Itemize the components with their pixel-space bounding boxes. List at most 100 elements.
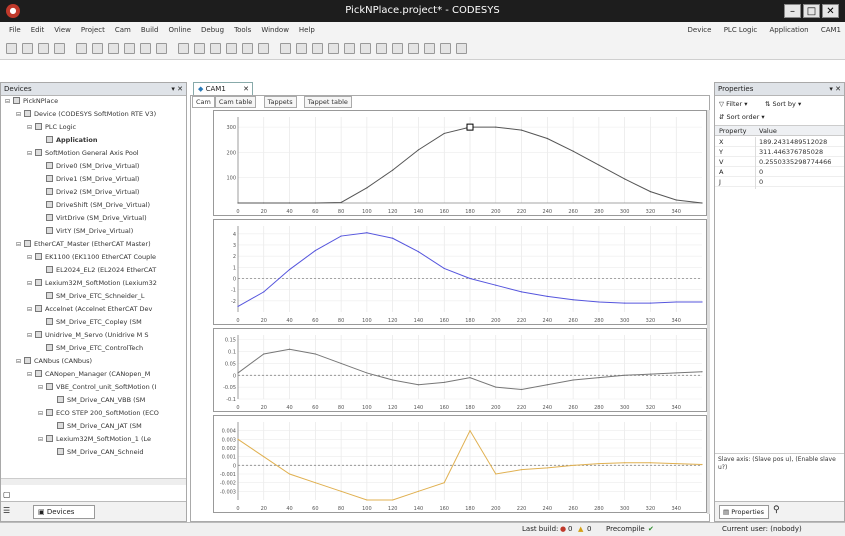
property-value[interactable]: 0	[759, 168, 764, 176]
delete-icon[interactable]	[156, 43, 167, 54]
step-over-icon[interactable]	[344, 43, 355, 54]
reset-icon[interactable]	[312, 43, 323, 54]
print-icon[interactable]	[54, 43, 65, 54]
tree-item[interactable]: VirtY (SM_Drive_Virtual)	[38, 227, 133, 236]
property-value[interactable]: 189.2431489512028	[759, 138, 828, 146]
tree-item[interactable]: ⊟ Lexium32M_SoftMotion (Lexium32	[27, 279, 157, 288]
acceleration-chart[interactable]: 0 20 40 60 80 100 120 140 160 180 200 220 240 260 280 3…	[213, 328, 707, 412]
write-icon[interactable]	[440, 43, 451, 54]
menu-item-project[interactable]: Project	[80, 26, 105, 34]
login-icon[interactable]	[242, 43, 253, 54]
tree-item[interactable]: ⊟ SoftMotion General Axis Pool	[27, 149, 139, 158]
property-row[interactable]: X 189.2431489512028	[715, 137, 844, 147]
expand-icon[interactable]: ⊟	[27, 280, 33, 287]
expand-icon[interactable]: ⊟	[16, 241, 22, 248]
expand-icon[interactable]: ⊟	[27, 306, 33, 313]
save-icon[interactable]	[38, 43, 49, 54]
expand-icon[interactable]: ⊟	[27, 332, 33, 339]
expand-icon[interactable]: ⊟	[38, 436, 44, 443]
tree-item[interactable]: ⊟ CANopen_Manager (CANopen_M	[27, 370, 150, 379]
close-icon[interactable]: ▾ ✕	[829, 85, 841, 93]
tree-item[interactable]: ⊟ CANbus (CANbus)	[16, 357, 92, 366]
open-icon[interactable]	[22, 43, 33, 54]
paste-icon[interactable]	[140, 43, 151, 54]
expand-icon[interactable]: ⊟	[16, 111, 22, 118]
logout-icon[interactable]	[258, 43, 269, 54]
error-count[interactable]: 0	[568, 525, 573, 533]
property-row[interactable]: V 0.2550335298774466	[715, 157, 844, 167]
menu-item-tools[interactable]: Tools	[234, 26, 252, 34]
expand-icon[interactable]: ⊟	[27, 371, 33, 378]
close-button[interactable]: ✕	[822, 4, 839, 18]
menu-item-edit[interactable]: Edit	[30, 26, 45, 34]
pin-icon[interactable]: ⚲	[773, 505, 780, 515]
stop-icon[interactable]	[296, 43, 307, 54]
jerk-chart[interactable]: 0 20 40 60 80 100 120 140 160 180 200 220 240 260 280 3…	[213, 415, 707, 513]
step-out-icon[interactable]	[376, 43, 387, 54]
maximize-button[interactable]: □	[803, 4, 820, 18]
tree-item[interactable]: ⊟ EK1100 (EK1100 EtherCAT Couple	[27, 253, 156, 262]
start-icon[interactable]	[280, 43, 291, 54]
force-icon[interactable]	[424, 43, 435, 54]
property-value[interactable]: 0	[759, 178, 764, 186]
tree-item[interactable]: SM_Drive_CAN_VBB (SM	[49, 396, 145, 405]
tree-item[interactable]: Drive0 (SM_Drive_Virtual)	[38, 162, 139, 171]
property-value[interactable]: 0.2550335298774466	[759, 158, 832, 166]
tree-item[interactable]: ⊟ Accelnet (Accelnet EtherCAT Dev	[27, 305, 152, 314]
undo-icon[interactable]	[76, 43, 87, 54]
vertical-scrollbar[interactable]	[707, 110, 710, 514]
menu-item-file[interactable]: File	[9, 26, 21, 34]
subtab-tappet-table[interactable]: Tappet table	[303, 96, 352, 108]
screen-icon[interactable]	[456, 43, 467, 54]
expand-icon[interactable]: ⊟	[5, 98, 11, 105]
tree-item[interactable]: Application	[38, 136, 97, 145]
position-chart[interactable]: 0 20 40 60 80 100 120 140 160 180 200 220 240 260 280 3…	[213, 110, 707, 216]
devices-tab[interactable]: ▣ Devices	[33, 505, 95, 519]
new-icon[interactable]	[6, 43, 17, 54]
tree-item[interactable]: ⊟ Lexium32M_SoftMotion_1 (Le	[38, 435, 151, 444]
subtab-cam-table[interactable]: Cam table	[214, 96, 257, 108]
expand-icon[interactable]: ⊟	[27, 254, 33, 261]
subtab-tappets[interactable]: Tappets	[263, 96, 297, 108]
cam-selector[interactable]: CAM1	[820, 26, 841, 34]
menu-item-help[interactable]: Help	[298, 26, 315, 34]
list-icon[interactable]: ☰	[3, 506, 11, 515]
doc-tab-cam1[interactable]: ◆ CAM1 ✕	[193, 82, 253, 95]
sort-order-button[interactable]: ⇵ Sort order ▾	[719, 113, 765, 121]
page-icon[interactable]: ▢	[3, 490, 11, 499]
menu-item-online[interactable]: Online	[168, 26, 192, 34]
sort-by-button[interactable]: ⇅ Sort by ▾	[765, 100, 802, 108]
tree-item[interactable]: ⊟ PLC Logic	[27, 123, 76, 132]
expand-icon[interactable]: ⊟	[38, 384, 44, 391]
tree-item[interactable]: SM_Drive_ETC_Schneider_L	[38, 292, 144, 301]
menu-item-debug[interactable]: Debug	[201, 26, 225, 34]
tree-item[interactable]: ⊟ Device (CODESYS SoftMotion RTE V3)	[16, 110, 156, 119]
tree-item[interactable]: ⊟ Unidrive_M_Servo (Unidrive M S	[27, 331, 148, 340]
tree-item[interactable]: SM_Drive_CAN_Schneid	[49, 448, 144, 457]
warning-count[interactable]: 0	[587, 525, 592, 533]
menu-item-view[interactable]: View	[54, 26, 71, 34]
copy-icon[interactable]	[124, 43, 135, 54]
minimize-button[interactable]: –	[784, 4, 801, 18]
rebuild-icon[interactable]	[226, 43, 237, 54]
subtab-cam[interactable]: Cam	[192, 96, 215, 108]
property-value[interactable]: 311.446376785028	[759, 148, 824, 156]
tree-item[interactable]: DriveShift (SM_Drive_Virtual)	[38, 201, 150, 210]
property-row[interactable]: Y 311.446376785028	[715, 147, 844, 157]
horizontal-scrollbar[interactable]	[1, 478, 186, 485]
properties-tab[interactable]: ▤ Properties	[719, 505, 769, 519]
tree-item[interactable]: ⊟ PickNPlace	[5, 97, 58, 106]
filter-button[interactable]: ▽ Filter ▾	[719, 100, 748, 108]
velocity-chart[interactable]: 0 20 40 60 80 100 120 140 160 180 200 220 240 260 280 3…	[213, 219, 707, 325]
watch-icon[interactable]	[392, 43, 403, 54]
replace-icon[interactable]	[194, 43, 205, 54]
build-icon[interactable]	[210, 43, 221, 54]
application-selector[interactable]: Application	[769, 26, 809, 34]
cut-icon[interactable]	[108, 43, 119, 54]
redo-icon[interactable]	[92, 43, 103, 54]
plc-selector[interactable]: PLC Logic	[723, 26, 758, 34]
tree-item[interactable]: SM_Drive_CAN_JAT (SM	[49, 422, 142, 431]
close-tab-icon[interactable]: ✕	[243, 85, 249, 93]
